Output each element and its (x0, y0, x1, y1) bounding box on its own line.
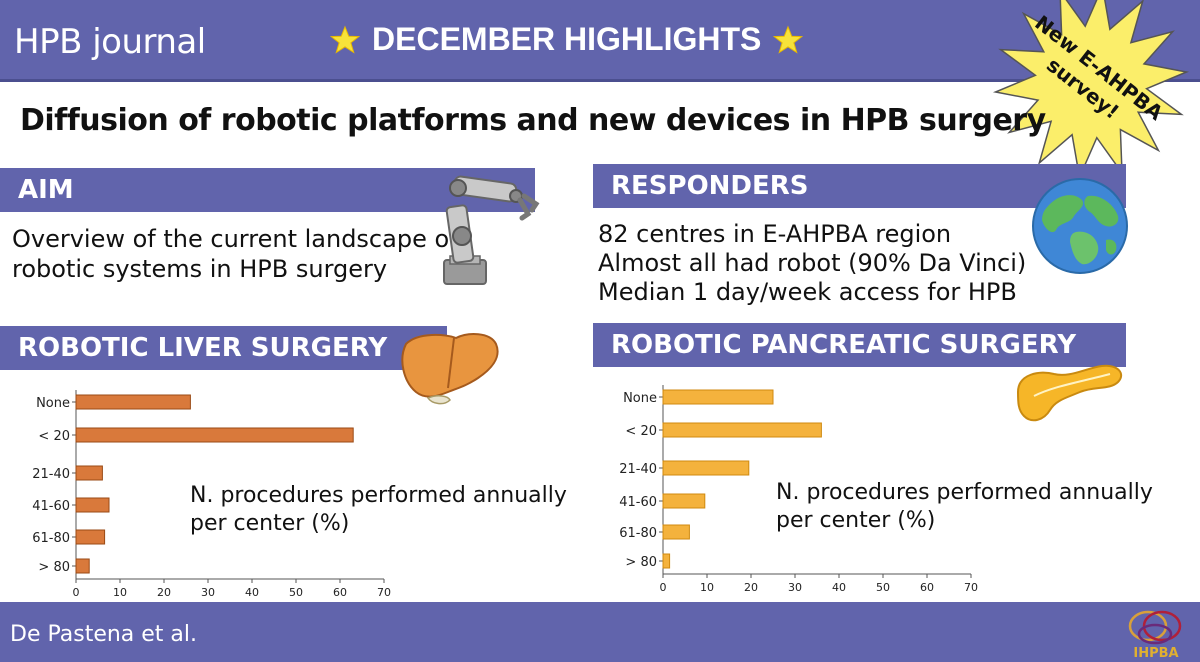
category-label: < 20 (38, 429, 70, 444)
liver-bar-chart: None < 20 21-40 41-60 61-80 > 800 10 20 30 40 50 60… (32, 390, 391, 599)
star-icon (773, 25, 804, 54)
x-tick-label: 0 (660, 581, 667, 594)
category-label: None (36, 396, 70, 411)
x-tick-label: 70 (377, 586, 391, 599)
liver-caption-line: N. procedures performed annually (190, 483, 567, 508)
globe-icon (1032, 178, 1128, 274)
category-label: > 80 (38, 560, 70, 575)
aim-line: Overview of the current landscape of (12, 225, 458, 253)
x-tick-label: 60 (920, 581, 934, 594)
robot-arm-icon (443, 175, 540, 285)
page-title: Diffusion of robotic platforms and new d… (20, 103, 1046, 138)
category-label: 41-60 (32, 499, 70, 514)
liver-icon (401, 333, 499, 405)
x-tick-label: 10 (113, 586, 127, 599)
star-icon (330, 25, 360, 54)
authors: De Pastena et al. (10, 622, 198, 647)
x-tick-label: 50 (289, 586, 303, 599)
bar (75, 529, 106, 545)
logo-text: IHPBA (1133, 646, 1178, 660)
bar (75, 497, 110, 513)
category-label: None (623, 391, 657, 406)
bar (662, 493, 706, 509)
responders-line: Almost all had robot (90% Da Vinci) (598, 249, 1027, 277)
highlights-title: DECEMBER HIGHLIGHTS (330, 21, 804, 58)
bar (75, 427, 354, 443)
category-label: 61-80 (32, 531, 70, 546)
bar (75, 394, 191, 410)
pancreas-bar-chart: None < 20 21-40 41-60 61-80 > 800 10 20 30 40 50 60… (619, 385, 978, 594)
responders-line: 82 centres in E-AHPBA region (598, 220, 952, 248)
category-label: 41-60 (619, 495, 657, 510)
liver-caption-line: per center (%) (190, 511, 350, 536)
responders-heading: RESPONDERS (593, 164, 1126, 208)
category-label: 21-40 (619, 462, 657, 477)
highlights-label: DECEMBER HIGHLIGHTS (372, 21, 762, 57)
pancreas-heading: ROBOTIC PANCREATIC SURGERY (593, 323, 1126, 367)
x-tick-label: 60 (333, 586, 347, 599)
journal-name: HPB journal (14, 22, 206, 62)
x-tick-label: 0 (73, 586, 80, 599)
pancreas-caption-line: N. procedures performed annually (776, 480, 1153, 505)
bar (662, 389, 774, 405)
aim-text: Overview of the current landscape of rob… (12, 224, 458, 284)
x-tick-label: 50 (876, 581, 890, 594)
pancreas-caption: N. procedures performed annually per cen… (776, 479, 1153, 535)
pancreas-icon (1016, 364, 1123, 422)
bar (75, 465, 103, 481)
pancreas-caption-line: per center (%) (776, 508, 936, 533)
aim-heading: AIM (0, 168, 535, 212)
aim-line: robotic systems in HPB surgery (12, 255, 388, 283)
x-tick-label: 20 (157, 586, 171, 599)
bar (662, 422, 822, 438)
category-label: < 20 (625, 424, 657, 439)
bar (662, 553, 671, 569)
liver-heading: ROBOTIC LIVER SURGERY (0, 326, 447, 370)
category-label: > 80 (625, 555, 657, 570)
x-tick-label: 20 (744, 581, 758, 594)
bar (662, 460, 750, 476)
bar (662, 524, 690, 540)
x-tick-label: 10 (700, 581, 714, 594)
category-label: 61-80 (619, 526, 657, 541)
header-band (0, 0, 1200, 82)
x-tick-label: 70 (964, 581, 978, 594)
x-tick-label: 40 (832, 581, 846, 594)
footer-band (0, 602, 1200, 662)
bar (75, 558, 90, 574)
liver-caption: N. procedures performed annually per cen… (190, 482, 567, 538)
ihpba-logo: IHPBA (1128, 610, 1182, 660)
x-tick-label: 30 (788, 581, 802, 594)
x-tick-label: 30 (201, 586, 215, 599)
x-tick-label: 40 (245, 586, 259, 599)
category-label: 21-40 (32, 467, 70, 482)
responders-line: Median 1 day/week access for HPB (598, 278, 1017, 306)
responders-text: 82 centres in E-AHPBA region Almost all … (598, 220, 1026, 307)
